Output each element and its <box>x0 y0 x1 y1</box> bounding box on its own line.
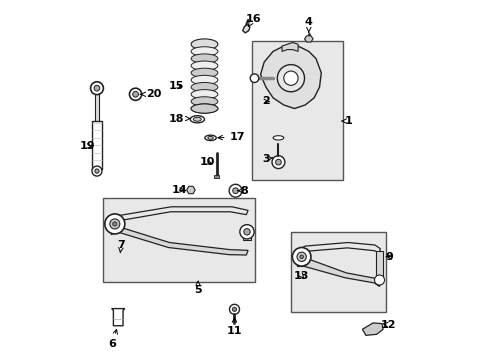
Text: 7: 7 <box>117 240 125 253</box>
Bar <box>251 41 342 180</box>
Circle shape <box>232 307 236 311</box>
Circle shape <box>232 188 238 194</box>
Text: 15: 15 <box>168 81 184 91</box>
Circle shape <box>129 88 142 100</box>
Circle shape <box>240 225 254 239</box>
Text: 6: 6 <box>108 329 117 348</box>
Circle shape <box>299 255 303 258</box>
Ellipse shape <box>190 116 204 123</box>
Circle shape <box>132 91 138 97</box>
Polygon shape <box>186 186 195 194</box>
Bar <box>214 175 218 178</box>
Text: 2: 2 <box>262 96 269 107</box>
Circle shape <box>92 166 102 176</box>
Polygon shape <box>111 309 124 326</box>
Circle shape <box>292 248 310 266</box>
Text: 4: 4 <box>304 17 312 33</box>
Circle shape <box>277 64 304 92</box>
Ellipse shape <box>191 97 218 106</box>
Ellipse shape <box>191 104 218 113</box>
Ellipse shape <box>92 167 102 171</box>
Text: 10: 10 <box>199 157 215 167</box>
Text: 17: 17 <box>218 132 244 142</box>
Ellipse shape <box>207 136 213 139</box>
Circle shape <box>94 85 100 91</box>
Circle shape <box>112 222 117 226</box>
Circle shape <box>250 74 258 82</box>
Bar <box>95 88 99 121</box>
Polygon shape <box>282 42 298 51</box>
Ellipse shape <box>191 75 218 85</box>
Ellipse shape <box>191 61 218 70</box>
Circle shape <box>374 275 384 285</box>
Circle shape <box>275 159 281 165</box>
Ellipse shape <box>191 104 218 113</box>
Bar <box>103 198 255 282</box>
Bar <box>242 232 251 240</box>
Text: 14: 14 <box>171 185 186 195</box>
Polygon shape <box>111 226 247 255</box>
Ellipse shape <box>191 90 218 99</box>
Circle shape <box>229 304 239 314</box>
Polygon shape <box>362 323 382 336</box>
Circle shape <box>110 219 120 229</box>
Bar <box>375 251 383 280</box>
Ellipse shape <box>191 47 218 56</box>
Ellipse shape <box>191 39 218 50</box>
Polygon shape <box>304 36 312 42</box>
Ellipse shape <box>204 135 216 140</box>
Bar <box>92 121 102 169</box>
Ellipse shape <box>272 136 283 140</box>
Ellipse shape <box>191 54 218 63</box>
Circle shape <box>283 71 298 85</box>
Polygon shape <box>297 243 380 254</box>
Circle shape <box>244 229 250 235</box>
Bar <box>290 232 385 312</box>
Text: 16: 16 <box>245 14 261 27</box>
Circle shape <box>271 156 285 168</box>
Text: 11: 11 <box>226 318 242 336</box>
Text: 8: 8 <box>237 186 248 196</box>
Polygon shape <box>111 207 247 224</box>
Text: 5: 5 <box>194 281 202 295</box>
Ellipse shape <box>191 82 218 92</box>
Text: 20: 20 <box>140 89 161 99</box>
Text: 19: 19 <box>80 141 95 151</box>
Text: 9: 9 <box>385 252 392 262</box>
Ellipse shape <box>191 68 218 77</box>
Circle shape <box>95 169 99 173</box>
Polygon shape <box>260 46 321 109</box>
Circle shape <box>296 252 305 261</box>
Text: 12: 12 <box>380 320 395 330</box>
Polygon shape <box>242 24 249 33</box>
Circle shape <box>229 184 242 197</box>
Circle shape <box>104 214 124 234</box>
Text: 13: 13 <box>293 271 309 281</box>
Polygon shape <box>297 258 380 287</box>
Text: 1: 1 <box>341 116 351 126</box>
Ellipse shape <box>193 117 201 121</box>
Text: 3: 3 <box>262 154 272 163</box>
Text: 18: 18 <box>168 113 190 123</box>
Circle shape <box>90 82 103 95</box>
